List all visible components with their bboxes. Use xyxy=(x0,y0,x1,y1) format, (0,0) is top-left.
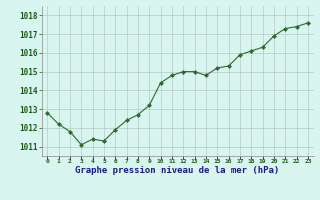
X-axis label: Graphe pression niveau de la mer (hPa): Graphe pression niveau de la mer (hPa) xyxy=(76,166,280,175)
